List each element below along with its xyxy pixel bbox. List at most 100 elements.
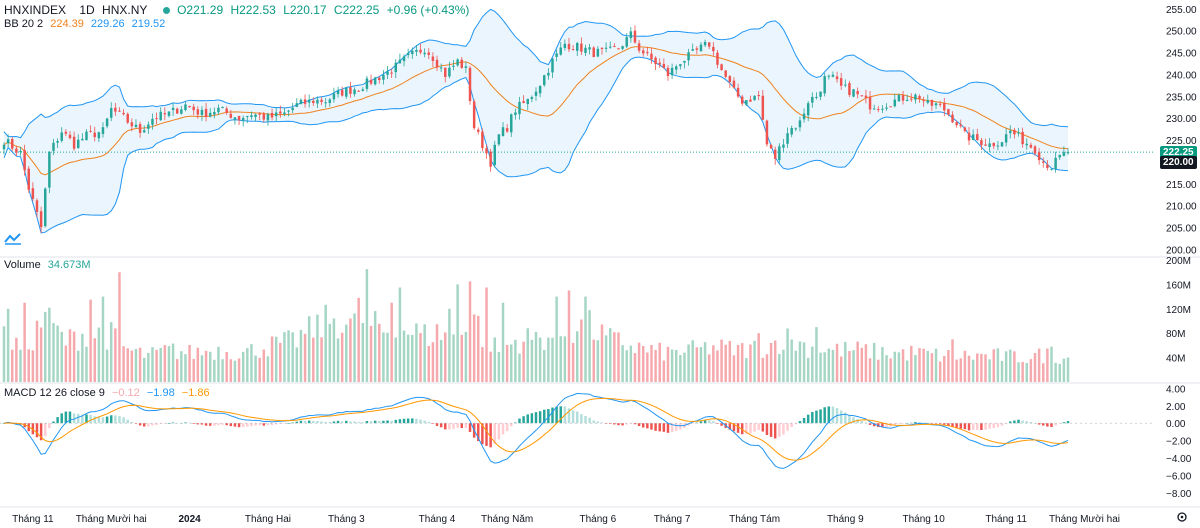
candle-body — [328, 99, 332, 103]
volume-bar — [1058, 363, 1061, 382]
interval-label[interactable]: 1D — [79, 3, 95, 17]
candle-body — [60, 132, 63, 141]
candle-body — [646, 52, 649, 54]
candle-body — [522, 101, 525, 103]
volume-bar — [254, 355, 257, 382]
volume-bar — [15, 337, 18, 382]
bb-label[interactable]: BB 20 2 — [4, 18, 44, 30]
macd-histogram-bar — [1050, 423, 1053, 427]
candle-body — [233, 117, 237, 120]
settings-gear-icon[interactable] — [1177, 512, 1187, 522]
macd-histogram-bar — [324, 421, 327, 424]
candle-body — [815, 96, 818, 98]
candle-body — [72, 136, 76, 149]
tradingview-logo-icon[interactable] — [4, 231, 22, 245]
volume-bar — [534, 331, 538, 382]
volume-bar — [97, 327, 101, 382]
volume-label[interactable]: Volume — [4, 259, 41, 271]
candle — [48, 151, 51, 194]
candle-body — [258, 113, 261, 115]
volume-tick-label: 160M — [1166, 280, 1191, 291]
candle — [1013, 127, 1016, 139]
candle — [27, 165, 30, 193]
candle-body — [637, 43, 641, 51]
volume-bar — [637, 342, 641, 382]
candle-body — [555, 53, 558, 57]
candle — [613, 43, 616, 48]
candle — [1058, 154, 1061, 160]
candle — [580, 37, 583, 56]
macd-histogram-bar — [901, 423, 905, 424]
volume-bar — [134, 348, 138, 382]
candle-body — [316, 99, 319, 104]
volume-bar — [291, 332, 294, 382]
candle — [943, 97, 946, 117]
macd-histogram-bar — [984, 423, 987, 430]
candle — [670, 63, 674, 79]
candle-body — [390, 72, 393, 74]
candle — [287, 109, 290, 117]
volume-bar — [547, 337, 550, 382]
candle-body — [897, 94, 901, 102]
candle — [510, 113, 513, 137]
candle-body — [959, 124, 963, 127]
price-tick-label: 215.00 — [1166, 180, 1197, 191]
macd-histogram-bar — [580, 414, 583, 424]
macd-label[interactable]: MACD 12 26 close 9 — [4, 387, 105, 399]
candle-body — [171, 107, 175, 111]
bb-legend[interactable]: BB 20 2 224.39 229.26 219.52 — [4, 18, 169, 30]
volume-bar — [963, 350, 967, 382]
volume-bar — [522, 341, 525, 382]
volume-bar — [23, 302, 26, 382]
macd-histogram-bar — [720, 423, 723, 426]
candle-body — [963, 127, 967, 132]
macd-tick-label: −6.00 — [1166, 472, 1192, 483]
candle-body — [538, 85, 542, 94]
volume-pane[interactable] — [2, 269, 1070, 382]
price-axis[interactable]: 255.00 250.00 245.00 240.00 235.00 230.00 225.… — [0, 5, 1200, 508]
volume-bar — [699, 347, 703, 382]
macd-histogram-bar — [732, 423, 736, 432]
candle-body — [967, 132, 971, 141]
macd-histogram-bar — [518, 418, 521, 424]
candle — [1046, 160, 1049, 171]
volume-legend[interactable]: Volume 34.673M — [4, 259, 95, 271]
candle — [740, 94, 744, 107]
macd-histogram-bar — [221, 423, 224, 425]
macd-histogram-bar — [266, 423, 270, 426]
time-axis[interactable]: Tháng 11 Tháng Mười hai 2024 Tháng Hai Tháng… — [12, 514, 1120, 525]
macd-histogram-bar — [707, 420, 711, 424]
candle — [415, 45, 418, 57]
candle — [551, 57, 554, 79]
candle — [81, 133, 84, 141]
candle-body — [514, 112, 517, 115]
macd-pane[interactable] — [0, 392, 1155, 469]
price-tick-label: 205.00 — [1166, 224, 1197, 235]
candle — [118, 107, 121, 112]
macd-histogram-bar — [802, 417, 806, 424]
candle-body — [415, 49, 418, 52]
volume-bar — [11, 349, 14, 382]
price-pane[interactable] — [0, 8, 1155, 234]
macd-histogram-bar — [64, 411, 68, 424]
candle-body — [802, 113, 806, 120]
macd-legend[interactable]: MACD 12 26 close 9 −0.12 −1.98 −1.86 — [4, 387, 214, 399]
volume-bar — [753, 340, 756, 382]
candle-body — [382, 74, 385, 80]
symbol-legend[interactable]: HNXINDEX 1D HNX.NY O221.29 H222.53 L220.… — [4, 3, 473, 17]
candle — [345, 87, 348, 99]
candle — [180, 105, 183, 115]
macd-histogram-bar — [534, 412, 538, 424]
volume-bar — [1066, 357, 1070, 382]
macd-histogram-bar — [85, 414, 88, 424]
price-tick-label: 200.00 — [1166, 245, 1197, 256]
volume-bar — [122, 346, 125, 382]
volume-bar — [353, 313, 356, 382]
candle — [918, 94, 921, 103]
candle — [1017, 127, 1020, 137]
volume-bar — [769, 342, 773, 382]
candle — [312, 97, 315, 106]
symbol-name[interactable]: HNXINDEX — [4, 3, 67, 17]
macd-histogram-bar — [444, 423, 447, 430]
